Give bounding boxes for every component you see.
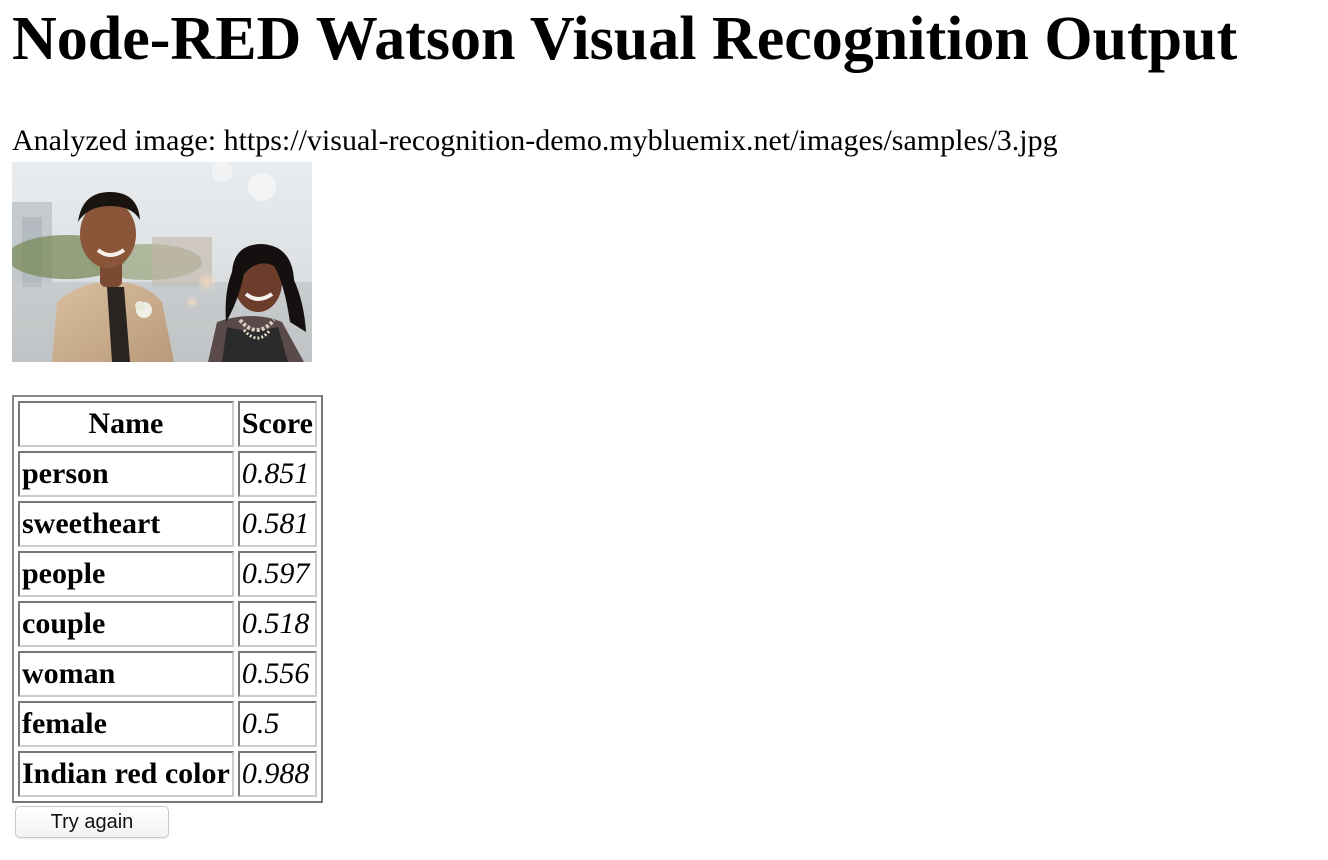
class-score-cell: 0.597 [237,551,317,597]
table-row: Indian red color 0.988 [18,751,317,797]
class-score-cell: 0.581 [237,501,317,547]
page-container: Node-RED Watson Visual Recognition Outpu… [12,0,1322,838]
class-score-cell: 0.988 [237,751,317,797]
table-header-row: Name Score [18,401,317,447]
table-row: people 0.597 [18,551,317,597]
class-name-cell: woman [18,651,234,697]
class-score-cell: 0.5 [237,701,317,747]
table-row: couple 0.518 [18,601,317,647]
table-row: sweetheart 0.581 [18,501,317,547]
column-header-score: Score [237,401,317,447]
column-header-name: Name [18,401,234,447]
class-name-cell: couple [18,601,234,647]
class-name-cell: person [18,451,234,497]
page-title: Node-RED Watson Visual Recognition Outpu… [12,5,1238,73]
class-score-cell: 0.518 [237,601,317,647]
analyzed-image-label: Analyzed image: https://visual-recogniti… [12,124,1058,157]
recognition-results-table: Name Score person 0.851 sweetheart 0.581… [12,395,323,803]
class-name-cell: female [18,701,234,747]
class-name-cell: sweetheart [18,501,234,547]
class-score-cell: 0.556 [237,651,317,697]
table-row: woman 0.556 [18,651,317,697]
class-score-cell: 0.851 [237,451,317,497]
table-row: person 0.851 [18,451,317,497]
analyzed-photo [12,162,312,362]
class-name-cell: Indian red color [18,751,234,797]
try-again-button[interactable]: Try again [15,806,169,838]
table-row: female 0.5 [18,701,317,747]
class-name-cell: people [18,551,234,597]
